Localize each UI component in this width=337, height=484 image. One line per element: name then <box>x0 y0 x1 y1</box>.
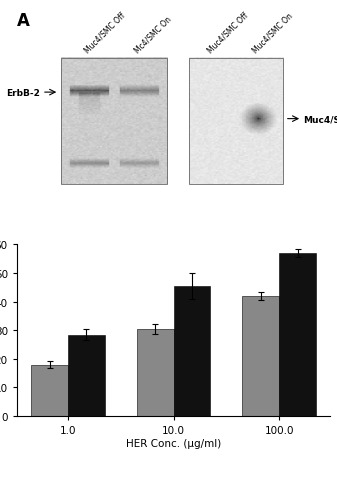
Text: Muc4/SMC Off: Muc4/SMC Off <box>206 11 250 55</box>
Bar <box>189 59 283 185</box>
Bar <box>242 296 279 416</box>
Bar <box>174 286 211 416</box>
Text: ErbB-2: ErbB-2 <box>6 89 40 97</box>
Text: Mc4/SMC On: Mc4/SMC On <box>132 15 173 55</box>
Text: Muc4/SMC: Muc4/SMC <box>304 115 337 124</box>
Bar <box>31 365 68 416</box>
Bar <box>136 329 174 416</box>
Bar <box>279 254 316 416</box>
Text: A: A <box>17 12 30 30</box>
Bar <box>68 335 105 416</box>
X-axis label: HER Conc. (μg/ml): HER Conc. (μg/ml) <box>126 438 221 448</box>
Text: Muc4/SMC Off: Muc4/SMC Off <box>83 11 127 55</box>
Bar <box>61 59 167 185</box>
Text: Muc4/SMC On: Muc4/SMC On <box>250 12 294 55</box>
